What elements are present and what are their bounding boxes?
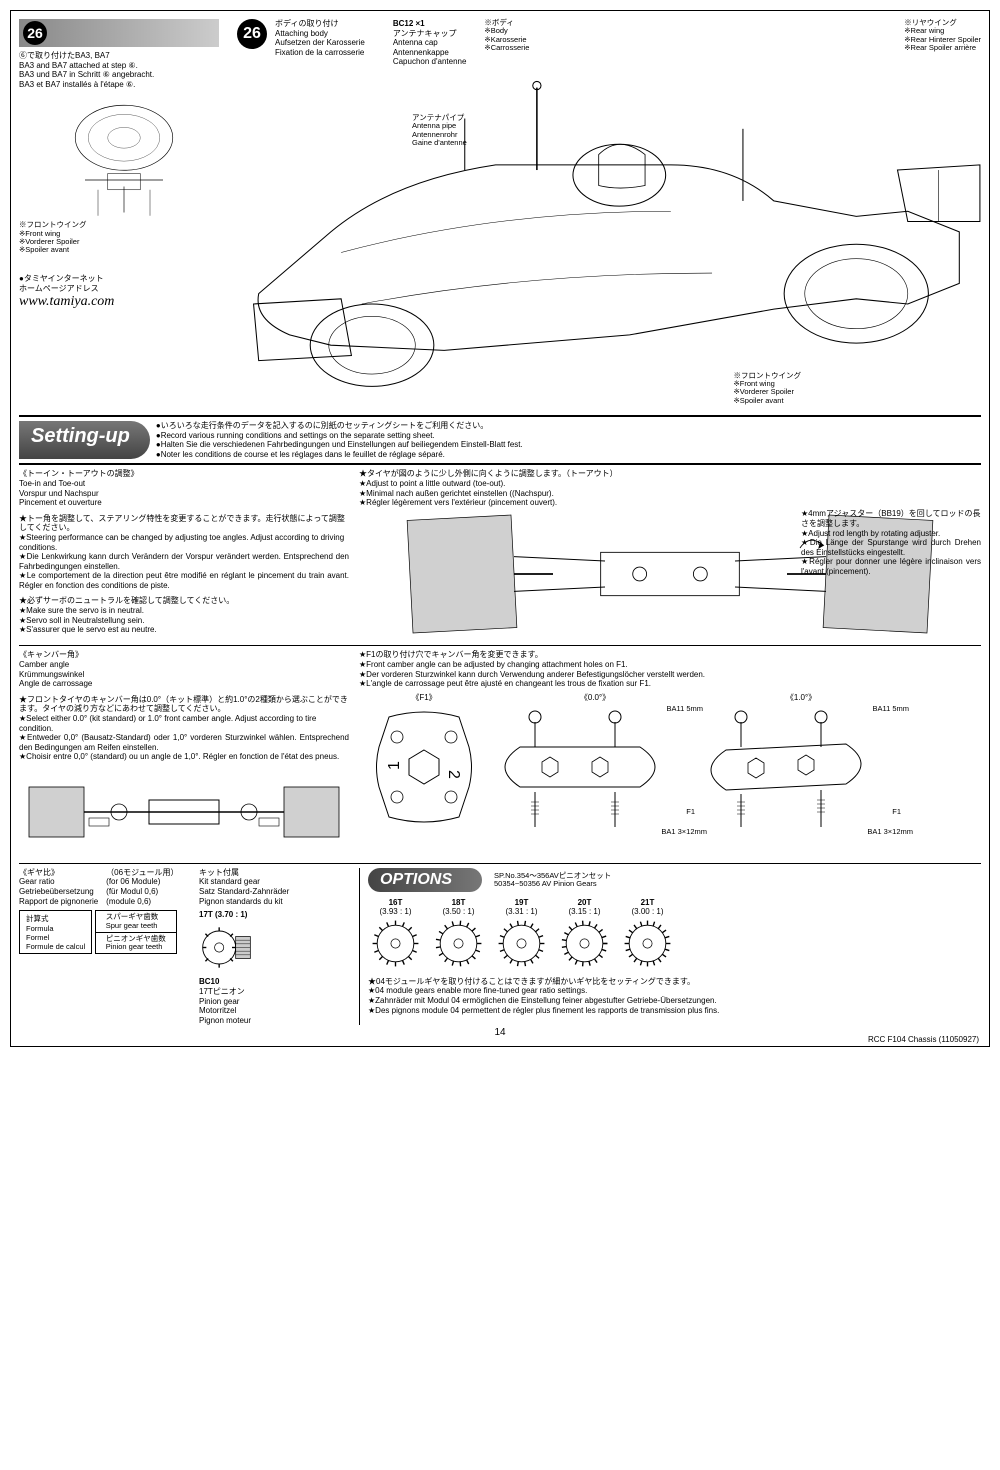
gear-heading: 《ギヤ比》 Gear ratio Getriebeübersetzung Rap… (19, 868, 189, 906)
tamiya-url: www.tamiya.com (19, 294, 229, 310)
step-26-badge-right: 26 (237, 19, 267, 49)
toe-p1: ★トー角を調整して、ステアリング特性を変更することができます。走行状態によって調… (19, 514, 349, 591)
options-sp: SP.No.354～356AVピニオンセット50354~50356 AV Pin… (494, 872, 611, 889)
step-26-badge: 26 (23, 21, 47, 45)
step26-titles: ボディの取り付け Attaching body Aufsetzen der Ka… (275, 19, 365, 57)
step26-note-de: BA3 und BA7 in Schritt ⑥ angebracht. (19, 70, 229, 80)
f1-label-1: F1 (686, 808, 695, 816)
bc12-label: BC12 ×1 アンテナキャップ Antenna cap Antennenkap… (393, 19, 467, 67)
front-wing-label-2: ※フロントウイング ※Front wing ※Vorderer Spoiler … (734, 372, 802, 405)
ratio-fraction: スパーギヤ歯数Spur gear teeth ピニオンギヤ歯数Pinion ge… (95, 910, 177, 954)
camber-axle-diagram (19, 762, 349, 857)
rear-wing-label: ※リヤウイング ※Rear wing ※Rear Hinterer Spoile… (904, 19, 981, 52)
camber-p1: ★フロントタイヤのキャンバー角は0.0°（キット標準）と約1.0°の2種類から選… (19, 695, 349, 762)
ba11-label-2: BA11 5mm (872, 705, 909, 713)
antenna-pipe-label: アンテナパイプ Antenna pipe Antennenrohr Gaine … (412, 114, 467, 147)
step-26-header: 26 (19, 19, 219, 47)
formula-box: 計算式 Formula Formel Formule de calcul (19, 910, 92, 954)
svg-text:2: 2 (445, 770, 462, 779)
setting-up-intro: ●いろいろな走行条件のデータを記入するのに別紙のセッティングシートをご利用くださ… (156, 421, 981, 459)
gear-option-20T: 20T(3.15 : 1) (557, 898, 612, 973)
gear-17t-icon (199, 920, 254, 975)
camber-heading: 《キャンバー角》 Camber angle Krümmungswinkel An… (19, 650, 349, 688)
toe-p2: ★必ずサーボのニュートラルを確認して調整してください。 ★Make sure t… (19, 596, 349, 634)
step26-note-jp: ⑥で取り付けたBA3, BA7 (19, 51, 229, 61)
options-title: OPTIONS (368, 868, 482, 892)
f1-part-diagram: 1 2 (359, 702, 489, 832)
toe-r2: ★4mmアジャスター（BB19）を回してロッドの長さを調整します。 ★Adjus… (801, 509, 981, 576)
f1-label: 《F1》 (359, 693, 489, 703)
footer-code: RCC F104 Chassis (11050927) (868, 1035, 979, 1044)
camber-00-diagram (495, 702, 695, 832)
angle-00: 《0.0°》 (495, 693, 695, 703)
gear-option-16T: 16T(3.93 : 1) (368, 898, 423, 973)
svg-text:1: 1 (386, 761, 403, 770)
toe-heading: 《トーイン・トーアウトの調整》 Toe-in and Toe-out Vorsp… (19, 469, 349, 507)
camber-10-diagram (701, 702, 901, 832)
gear-option-18T: 18T(3.50 : 1) (431, 898, 486, 973)
kit-gear: キット付属 Kit standard gear Satz Standard-Za… (199, 868, 349, 1026)
page-number: 14 (19, 1027, 981, 1038)
setting-up-title: Setting-up (19, 421, 150, 459)
options-notes: ★04モジュールギヤを取り付けることはできますが細かいギヤ比をセッティングできま… (368, 977, 981, 1015)
ba11-label-1: BA11 5mm (666, 705, 703, 713)
step26-note-fr: BA3 et BA7 installés à l'étape ⑥. (19, 80, 229, 90)
f1-label-2: F1 (892, 808, 901, 816)
car-body-diagram (237, 67, 981, 407)
gear-option-21T: 21T(3.00 : 1) (620, 898, 675, 973)
body-label: ※ボディ ※Body ※Karosserie ※Carrosserie (484, 19, 529, 52)
gear-option-19T: 19T(3.31 : 1) (494, 898, 549, 973)
angle-10: 《1.0°》 (701, 693, 901, 703)
tamiya-url-label: ●タミヤインターネット ホームページアドレス (19, 274, 229, 293)
camber-r1: ★F1の取り付け穴でキャンバー角を変更できます。 ★Front camber a… (359, 650, 981, 688)
toe-r1: ★タイヤが図のように少し外側に向くように調整します。（トーアウト） ★Adjus… (359, 469, 729, 507)
front-wing-label: ※フロントウイング ※Front wing ※Vorderer Spoiler … (19, 221, 229, 254)
ba1-label-2: BA1 3×12mm (867, 828, 913, 836)
front-wheel-diagram (19, 89, 229, 219)
step26-note-en: BA3 and BA7 attached at step ⑥. (19, 61, 229, 71)
